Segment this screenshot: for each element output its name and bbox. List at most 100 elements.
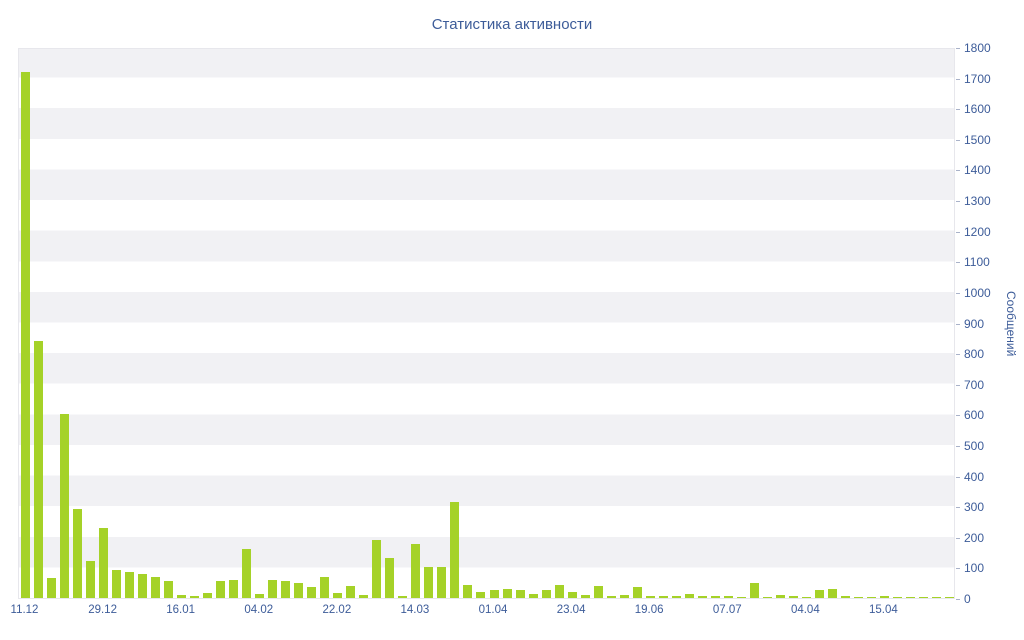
y-tick-label: 1300 (964, 194, 991, 209)
bar[interactable] (450, 501, 460, 598)
bar[interactable] (710, 596, 720, 598)
y-tick-label: 800 (964, 347, 985, 362)
bar[interactable] (762, 596, 772, 598)
y-tick-label: 900 (964, 316, 985, 331)
bar[interactable] (21, 71, 30, 598)
bar[interactable] (502, 588, 512, 598)
bar[interactable] (853, 596, 863, 598)
y-tick-mark (956, 78, 960, 80)
bar[interactable] (203, 593, 213, 598)
x-tick-label: 01.04 (478, 604, 508, 616)
y-tick-mark (956, 445, 960, 447)
bar[interactable] (801, 596, 811, 598)
bar[interactable] (34, 340, 44, 598)
bar[interactable] (73, 509, 83, 598)
bar[interactable] (736, 596, 746, 598)
bar[interactable] (307, 587, 317, 598)
bar[interactable] (125, 571, 135, 598)
bar[interactable] (112, 569, 122, 598)
y-tick-mark (956, 507, 960, 509)
bar[interactable] (606, 596, 616, 598)
y-tick-mark (956, 323, 960, 325)
bar[interactable] (814, 590, 824, 598)
y-tick-mark (956, 262, 960, 264)
bar[interactable] (86, 561, 96, 598)
bar[interactable] (281, 581, 291, 598)
bar[interactable] (320, 576, 330, 598)
bar[interactable] (463, 585, 473, 598)
bar[interactable] (190, 596, 200, 598)
bar[interactable] (541, 590, 551, 598)
x-tick-label: 04.04 (790, 604, 820, 616)
bar[interactable] (437, 567, 447, 598)
bar[interactable] (554, 585, 564, 598)
y-tick-mark (956, 109, 960, 111)
bar[interactable] (619, 594, 629, 598)
bar[interactable] (593, 585, 603, 598)
bar[interactable] (788, 596, 798, 598)
bar[interactable] (294, 582, 304, 598)
x-tick-label: 04.02 (244, 604, 274, 616)
y-tick-label: 1200 (964, 224, 991, 239)
bar[interactable] (268, 579, 278, 598)
y-tick-label: 600 (964, 408, 985, 423)
bar[interactable] (99, 527, 109, 598)
y-tick-mark (956, 292, 960, 294)
y-tick-label: 1600 (964, 102, 991, 117)
y-tick-label: 1400 (964, 163, 991, 178)
bar[interactable] (138, 573, 148, 598)
y-tick-label: 300 (964, 500, 985, 515)
x-tick-label: 22.02 (322, 604, 352, 616)
bar[interactable] (931, 596, 941, 598)
bar[interactable] (411, 544, 421, 598)
y-tick-mark (956, 568, 960, 570)
bar[interactable] (567, 591, 577, 598)
bar[interactable] (905, 596, 915, 598)
bar[interactable] (879, 596, 889, 598)
bar[interactable] (840, 596, 850, 598)
bar[interactable] (580, 594, 590, 598)
bar[interactable] (229, 579, 239, 598)
bar[interactable] (177, 594, 187, 598)
bar[interactable] (528, 594, 538, 598)
bar[interactable] (723, 596, 733, 598)
bar[interactable] (892, 596, 902, 598)
bar[interactable] (697, 596, 707, 598)
y-tick-mark (956, 139, 960, 141)
bar[interactable] (866, 596, 876, 598)
bar[interactable] (918, 596, 928, 598)
y-tick-mark (956, 599, 960, 600)
bar[interactable] (333, 593, 343, 598)
bar[interactable] (151, 576, 161, 598)
bar[interactable] (684, 594, 694, 598)
bar[interactable] (346, 585, 356, 598)
bar[interactable] (658, 595, 668, 598)
x-tick-label: 14.03 (400, 604, 430, 616)
bar[interactable] (385, 558, 395, 598)
bar[interactable] (827, 588, 837, 598)
y-tick-mark (956, 415, 960, 417)
bar[interactable] (47, 578, 57, 598)
bar[interactable] (489, 590, 499, 598)
bar[interactable] (398, 595, 408, 598)
bar[interactable] (775, 594, 785, 598)
bar[interactable] (60, 414, 70, 598)
bar[interactable] (515, 590, 525, 598)
bar[interactable] (255, 594, 265, 598)
bar[interactable] (359, 594, 369, 598)
bar[interactable] (645, 596, 655, 598)
bar[interactable] (749, 582, 759, 598)
y-tick-mark (956, 384, 960, 386)
bar[interactable] (671, 596, 681, 598)
bar[interactable] (242, 549, 252, 598)
bar[interactable] (476, 591, 486, 598)
y-tick-label: 1700 (964, 71, 991, 86)
bar[interactable] (164, 581, 174, 598)
bar[interactable] (424, 567, 434, 598)
bar[interactable] (632, 587, 642, 598)
bar[interactable] (944, 596, 954, 598)
bar[interactable] (216, 581, 226, 598)
bar[interactable] (372, 539, 382, 598)
x-tick-label: 19.06 (634, 604, 664, 616)
